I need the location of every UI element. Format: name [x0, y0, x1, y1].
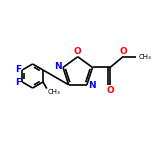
- Text: O: O: [119, 47, 127, 56]
- Text: F: F: [15, 65, 21, 74]
- Text: O: O: [74, 47, 82, 56]
- Text: O: O: [107, 86, 114, 95]
- Text: CH₃: CH₃: [47, 89, 60, 95]
- Text: F: F: [15, 78, 21, 87]
- Text: N: N: [54, 62, 62, 71]
- Text: N: N: [88, 81, 95, 90]
- Text: CH₃: CH₃: [139, 54, 152, 60]
